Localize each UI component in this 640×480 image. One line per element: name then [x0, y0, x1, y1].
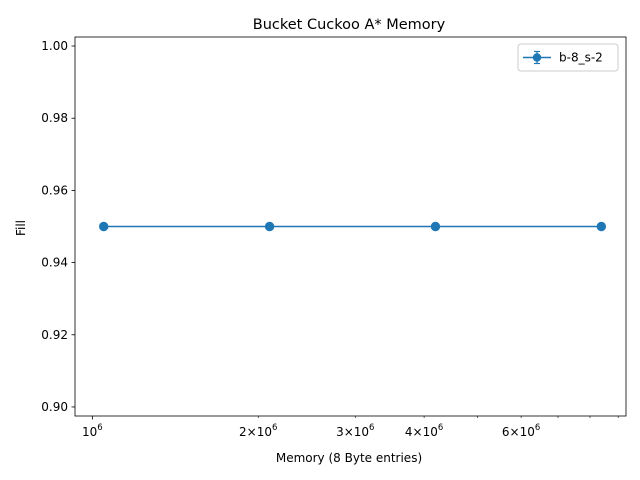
data-point	[430, 221, 441, 232]
y-tick-label: 0.96	[41, 183, 68, 197]
y-tick-label: 0.98	[41, 111, 68, 125]
x-tick-label: 3×106	[336, 423, 374, 439]
x-tick-label: 2×106	[239, 423, 277, 439]
legend-marker	[532, 53, 542, 62]
legend-label: b-8_s-2	[559, 51, 603, 65]
y-tick-label: 0.90	[41, 400, 68, 414]
y-axis-label: Fill	[14, 220, 28, 236]
x-axis-label: Memory (8 Byte entries)	[276, 451, 422, 465]
y-tick-label: 0.92	[41, 328, 68, 342]
x-tick-label: 106	[82, 423, 103, 439]
legend: b-8_s-2	[517, 43, 619, 72]
axes: 0.90 0.92 0.94 0.96 0.98 1.00 106 2×106 3×106 4×1…	[41, 36, 627, 439]
chart-title: Bucket Cuckoo A* Memory	[253, 17, 446, 33]
data-point	[99, 221, 109, 232]
series-layer	[99, 221, 607, 232]
y-tick-label: 1.00	[41, 39, 68, 53]
data-point	[264, 221, 275, 232]
y-tick-label: 0.94	[41, 256, 68, 270]
data-point	[596, 221, 607, 232]
plot-frame	[74, 36, 627, 417]
legend-box	[517, 43, 619, 72]
x-tick-label: 4×106	[405, 423, 443, 439]
x-tick-label: 6×106	[502, 423, 540, 439]
